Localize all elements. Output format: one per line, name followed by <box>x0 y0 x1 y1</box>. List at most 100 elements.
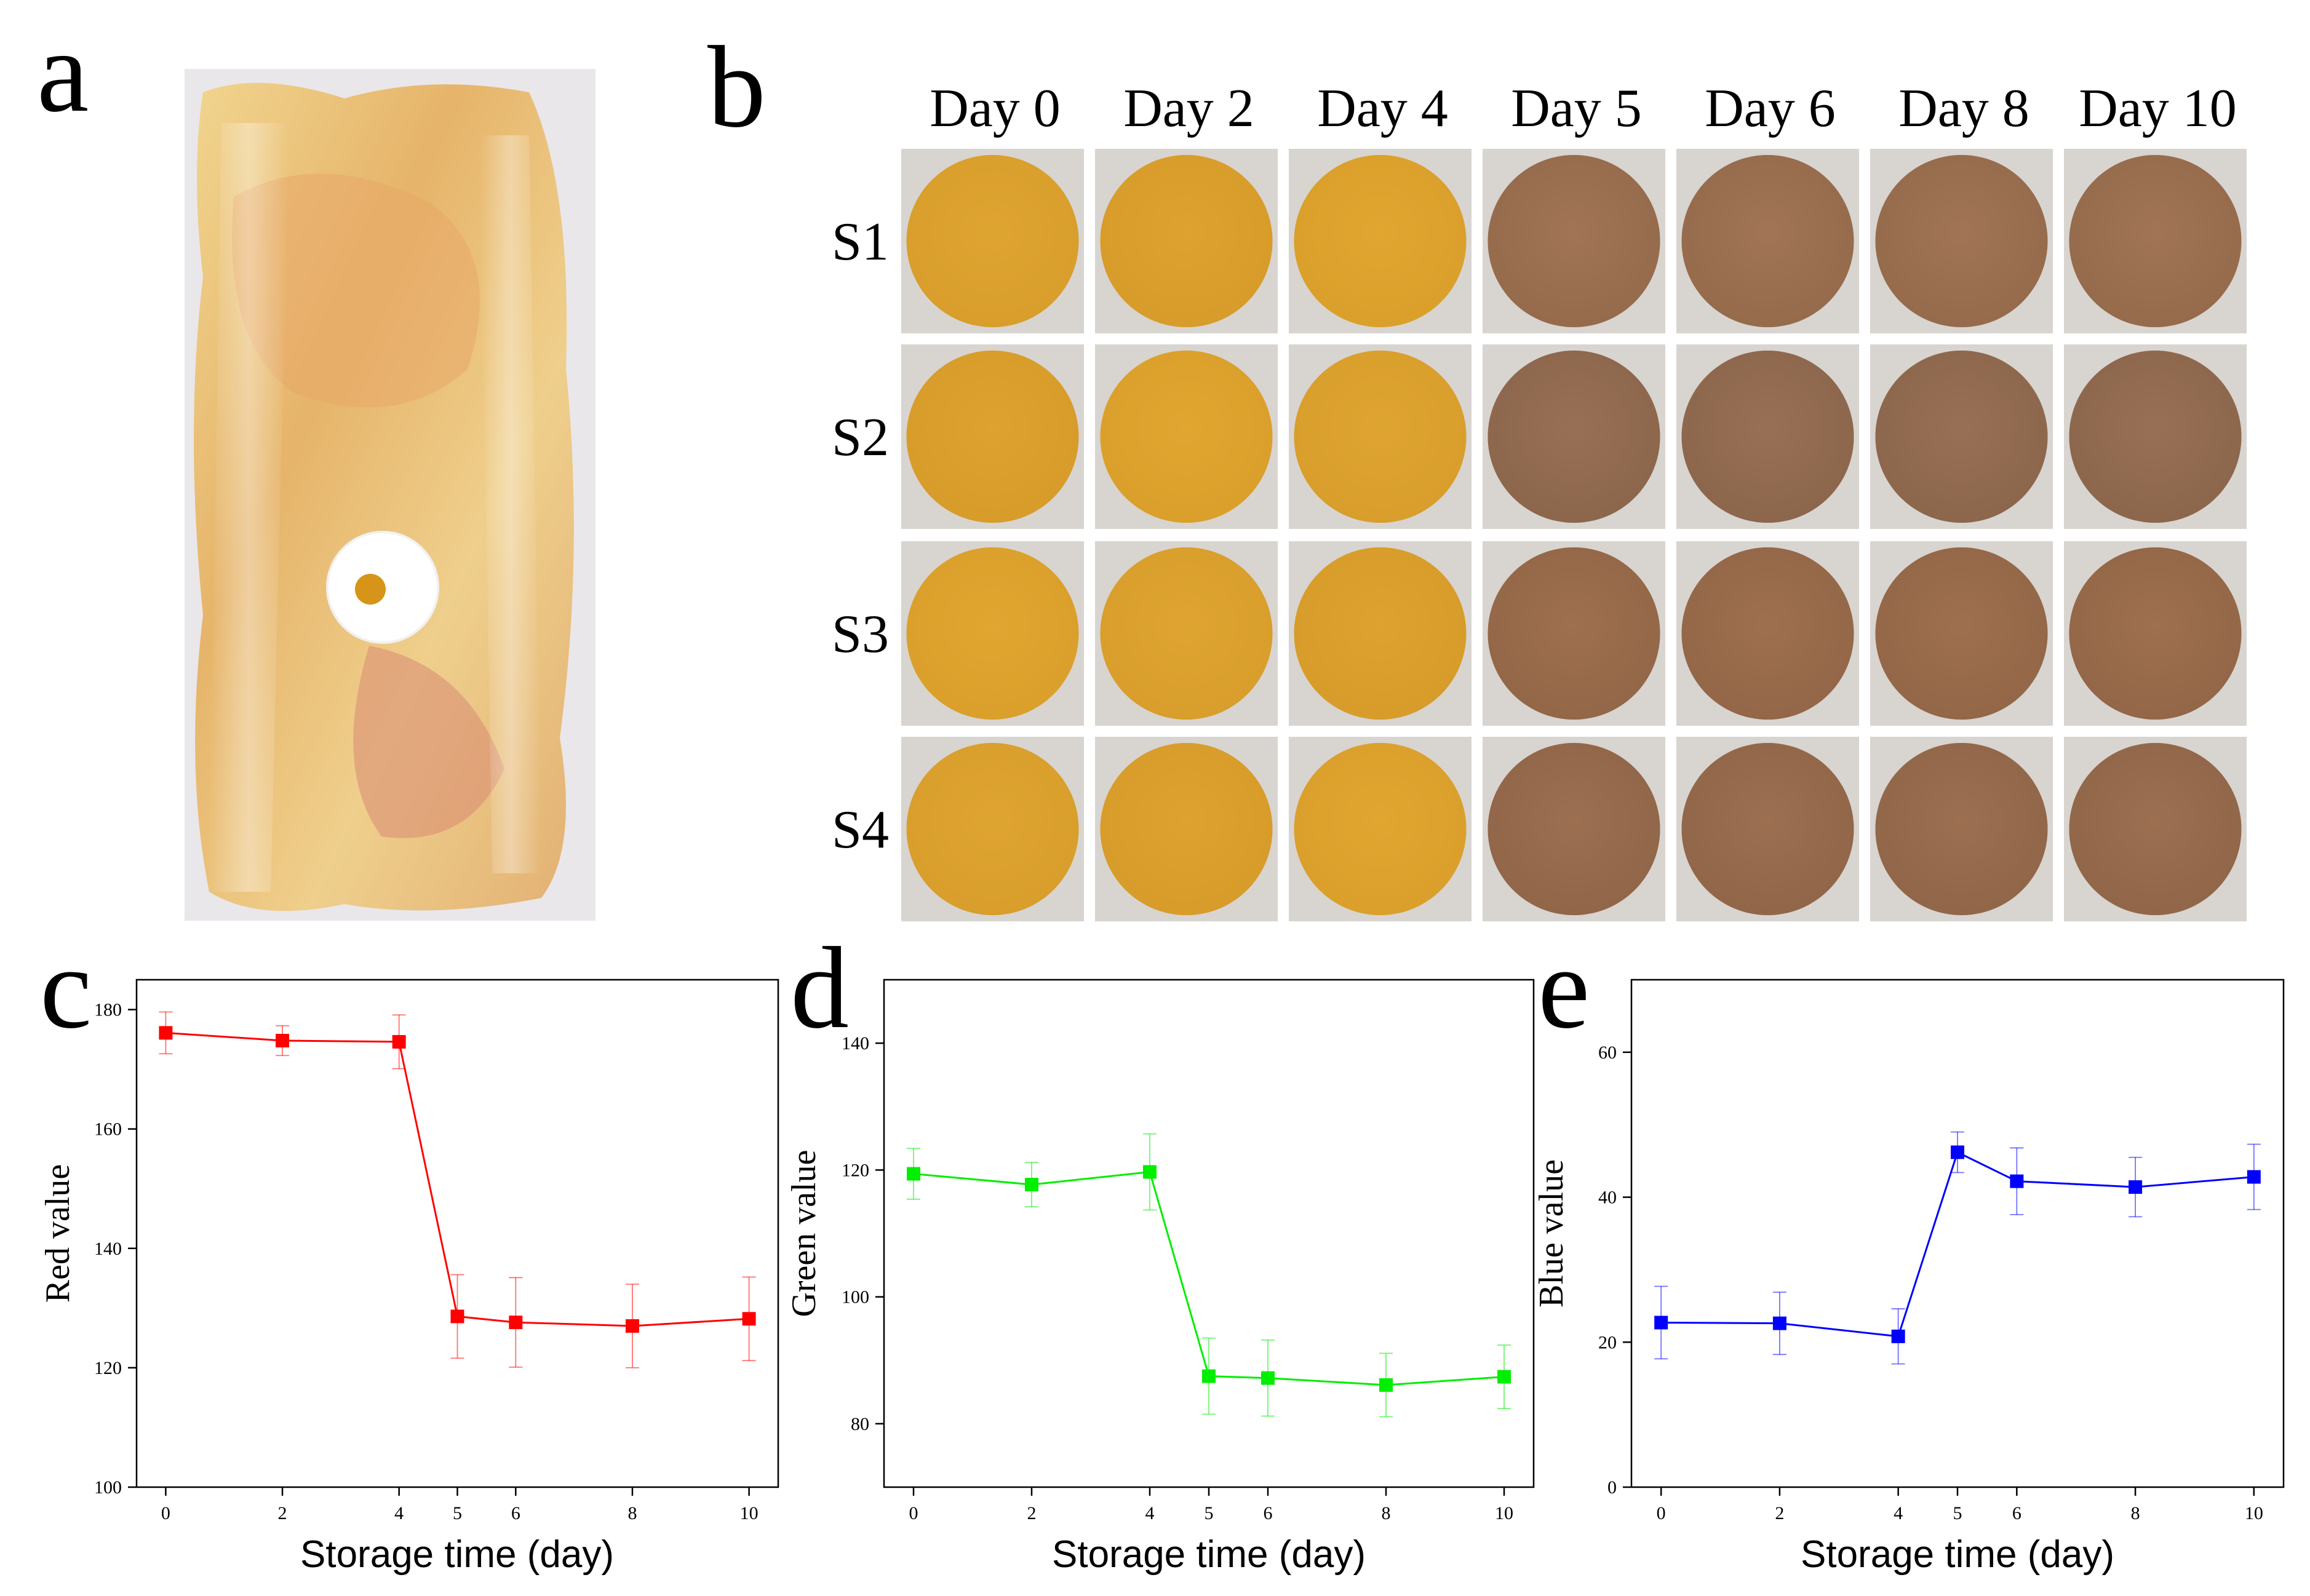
data-point <box>1951 1145 1964 1159</box>
indicator-disc-shading <box>1100 547 1273 720</box>
data-point <box>2010 1174 2024 1188</box>
day-header: Day 4 <box>1317 79 1448 138</box>
data-point <box>450 1309 464 1324</box>
x-axis-label: Storage time (day) <box>1052 1533 1366 1576</box>
chicken-wing <box>353 646 504 838</box>
panel-d: d 0 2 4 5 6 8 10 80 100 120 140 Storage time (day) G… <box>785 924 1535 1576</box>
y-tick-label: 120 <box>94 1358 122 1378</box>
panel-a-letter: a <box>37 7 89 137</box>
indicator-grid <box>901 149 2247 921</box>
x-tick-label: 10 <box>740 1503 759 1523</box>
y-tick-label: 140 <box>94 1239 122 1259</box>
x-tick-label: 4 <box>1894 1503 1903 1523</box>
data-point <box>1143 1165 1157 1179</box>
data-point <box>392 1034 406 1049</box>
day-header: Day 5 <box>1511 79 1642 138</box>
panel-e-letter: e <box>1538 924 1590 1053</box>
x-tick-label: 6 <box>511 1503 520 1523</box>
indicator-disc-shading <box>906 743 1079 915</box>
indicator-disc-shading <box>1875 547 2048 720</box>
y-tick-label: 140 <box>842 1033 869 1054</box>
bag-sheen <box>209 123 289 892</box>
y-tick-label: 80 <box>851 1414 869 1434</box>
day-header: Day 8 <box>1898 79 2029 138</box>
indicator-disc-shading <box>1488 547 1660 720</box>
y-tick-label: 60 <box>1598 1042 1617 1063</box>
indicator-disc-shading <box>1100 743 1273 915</box>
data-point <box>159 1026 173 1040</box>
x-tick-label: 8 <box>1382 1503 1391 1523</box>
indicator-disc-shading <box>2069 155 2242 327</box>
x-tick-label: 6 <box>2012 1503 2021 1523</box>
x-tick-label: 5 <box>1205 1503 1214 1523</box>
x-tick-label: 10 <box>1495 1503 1513 1523</box>
data-point <box>1261 1371 1275 1385</box>
plot-frame <box>135 979 779 1488</box>
indicator-disc-shading <box>1100 351 1273 523</box>
day-header: Day 2 <box>1123 79 1254 138</box>
x-tick-label: 2 <box>278 1503 287 1523</box>
bag-sheen-2 <box>480 135 541 873</box>
indicator-disc-shading <box>906 155 1079 327</box>
x-tick-label: 0 <box>1657 1503 1666 1523</box>
day-header: Day 10 <box>2079 79 2237 138</box>
indicator-disc-shading <box>1488 351 1660 523</box>
chicken-skin-fold <box>232 173 480 408</box>
data-point <box>742 1312 756 1326</box>
x-tick-label: 0 <box>909 1503 918 1523</box>
data-point <box>625 1319 639 1333</box>
indicator-disc-shading <box>1294 351 1467 523</box>
panel-a: a <box>37 7 595 921</box>
indicator-sensing-spot <box>355 574 386 605</box>
data-point <box>1891 1329 1905 1343</box>
x-tick-label: 5 <box>453 1503 462 1523</box>
panel-b-letter: b <box>707 23 766 152</box>
panel-c: c 0 2 4 5 6 8 10 100 120 140 160 180 Storage time (d… <box>39 924 779 1576</box>
indicator-disc-shading <box>1875 743 2048 915</box>
data-point <box>509 1316 523 1330</box>
series-line <box>1661 1151 2254 1338</box>
data-point <box>2129 1180 2143 1194</box>
indicator-disc-shading <box>1100 155 1273 327</box>
x-tick-label: 10 <box>2245 1503 2263 1523</box>
y-tick-label: 120 <box>842 1160 869 1180</box>
indicator-disc-shading <box>1681 743 1854 915</box>
x-tick-label: 6 <box>1264 1503 1273 1523</box>
indicator-disc-shading <box>906 351 1079 523</box>
day-header: Day 0 <box>930 79 1061 138</box>
x-tick-label: 4 <box>394 1503 404 1523</box>
y-tick-label: 100 <box>94 1477 122 1498</box>
sample-label: S4 <box>832 800 889 860</box>
indicator-disc-shading <box>2069 351 2242 523</box>
x-axis-label: Storage time (day) <box>300 1533 614 1576</box>
x-tick-label: 8 <box>627 1503 637 1523</box>
panel-b: b Day 0 Day 2 Day 4 Day 5 Day 6 Day 8 Day 10 S… <box>707 23 2255 923</box>
data-point <box>1025 1178 1038 1192</box>
data-point <box>1202 1369 1216 1383</box>
indicator-disc-shading <box>906 547 1079 720</box>
sample-label: S1 <box>832 212 889 272</box>
data-point <box>2247 1170 2261 1184</box>
data-point <box>1497 1370 1511 1384</box>
y-tick-label: 180 <box>94 1000 122 1020</box>
day-header: Day 6 <box>1705 79 1836 138</box>
indicator-disc-shading <box>1488 743 1660 915</box>
data-point <box>1654 1316 1668 1330</box>
sample-label: S2 <box>832 408 889 467</box>
indicator-disc-shading <box>1294 547 1467 720</box>
indicator-disc-shading <box>1875 155 2048 327</box>
indicator-disc-shading <box>1681 351 1854 523</box>
indicator-disc-shading <box>1681 155 1854 327</box>
sample-label: S3 <box>832 605 889 664</box>
indicator-disc-shading <box>1488 155 1660 327</box>
x-tick-label: 2 <box>1775 1503 1784 1523</box>
day-headers: Day 0 Day 2 Day 4 Day 5 Day 6 Day 8 Day 10 <box>930 79 2237 138</box>
y-axis-label: Blue value <box>1532 1159 1571 1308</box>
data-point <box>276 1034 290 1047</box>
indicator-disc-shading <box>1875 351 2048 523</box>
data-point <box>1379 1378 1393 1392</box>
y-tick-label: 160 <box>94 1119 122 1140</box>
panel-e: e 0 2 4 5 6 8 10 0 20 40 60 Storage time (day) Blue … <box>1532 924 2285 1576</box>
y-tick-label: 0 <box>1607 1477 1617 1498</box>
y-tick-label: 100 <box>842 1287 869 1308</box>
